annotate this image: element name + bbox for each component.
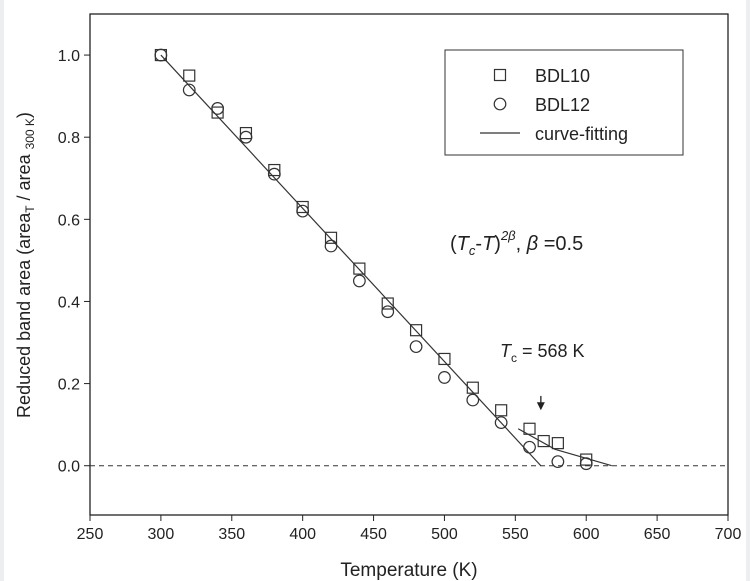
ann-part: = 568 K (517, 341, 585, 361)
y-label-part: 300 K (23, 118, 37, 149)
x-tick-label: 450 (360, 526, 387, 543)
circle-marker (494, 416, 508, 430)
y-label-part: T (23, 205, 37, 213)
y-axis-title: Reduced band area (areaT / area 300 K) (14, 112, 37, 418)
x-tick-label: 300 (148, 526, 175, 543)
x-tick-label: 350 (218, 526, 245, 543)
square-marker (268, 163, 281, 177)
circle-marker (239, 130, 253, 144)
square-marker (211, 106, 224, 119)
ann-part: ( (450, 233, 457, 255)
y-tick-label: 0.8 (58, 130, 80, 147)
square-marker (296, 200, 309, 214)
ann-part: 2β (500, 228, 516, 243)
circle-marker (154, 48, 168, 62)
square-marker (324, 231, 338, 244)
circle-marker (182, 83, 196, 97)
circle-marker (493, 97, 507, 111)
arrow-head (536, 402, 545, 411)
square-marker (466, 381, 479, 394)
x-tick-label: 700 (715, 526, 742, 543)
legend: BDL10 BDL12 curve-fitting (480, 66, 628, 144)
ann-part: ) (494, 233, 501, 255)
formula-annotation: (Tc-T)2β, β =0.5 (450, 228, 583, 258)
fit-line (160, 54, 612, 467)
ann-part: β (526, 233, 538, 255)
plot-frame (89, 13, 729, 516)
y-label-part: / area (14, 149, 34, 205)
circle-marker (551, 455, 565, 469)
x-tick-label: 550 (502, 526, 529, 543)
y-tick-label: 0.0 (58, 459, 80, 476)
circle-marker (267, 167, 281, 181)
legend-box (444, 49, 684, 156)
square-marker (381, 297, 394, 310)
ann-part: =0.5 (538, 233, 583, 255)
x-axis-title: Temperature (K) (340, 560, 477, 581)
ann-part: , (516, 233, 527, 255)
x-tick-label: 600 (573, 526, 600, 543)
ann-part: c (469, 243, 476, 258)
square-marker (438, 352, 451, 366)
y-tick-label: 0.6 (58, 212, 80, 229)
square-marker (495, 404, 508, 417)
y-label-part: ) (14, 112, 34, 118)
ann-part: T (457, 233, 471, 255)
square-marker (551, 437, 564, 450)
y-tick-label: 0.2 (58, 377, 80, 394)
legend-label: curve-fitting (535, 124, 628, 144)
y-tick-label: 0.4 (58, 294, 80, 311)
ann-part: - (475, 233, 482, 255)
tc-annotation: Tc = 568 K (500, 341, 585, 365)
circle-marker (409, 340, 423, 354)
circle-marker (296, 204, 310, 218)
circle-marker (466, 393, 480, 407)
square-marker (523, 422, 536, 435)
square-marker (537, 434, 550, 448)
square-marker (409, 324, 423, 337)
square-marker (239, 126, 253, 140)
legend-label: BDL12 (535, 95, 590, 115)
y-tick-label: 1.0 (58, 48, 80, 65)
circle-marker (352, 274, 366, 288)
ann-part: T (482, 233, 496, 255)
square-marker (493, 68, 507, 82)
square-marker (183, 69, 196, 82)
circle-marker (438, 371, 451, 384)
x-tick-label: 500 (431, 526, 458, 543)
x-tick-label: 400 (289, 526, 316, 543)
legend-label: BDL10 (535, 66, 590, 86)
x-tick-label: 250 (77, 526, 104, 543)
circle-marker (381, 305, 395, 319)
y-label-part: Reduced band area (area (14, 212, 34, 418)
ann-part: c (511, 351, 517, 365)
ann-part: T (500, 341, 513, 361)
square-marker (353, 262, 366, 275)
circle-marker (211, 102, 225, 115)
x-tick-label: 650 (644, 526, 671, 543)
